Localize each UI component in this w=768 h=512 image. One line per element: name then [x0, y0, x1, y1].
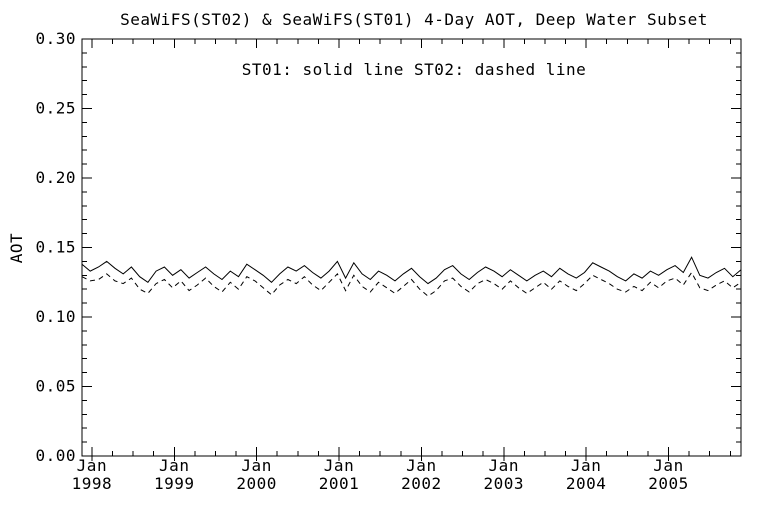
y-tick-label: 0.05 [35, 377, 76, 396]
x-tick-label-month: Jan [241, 456, 271, 475]
x-tick-label-month: Jan [324, 456, 354, 475]
y-tick-label: 0.15 [35, 238, 76, 257]
data-series [81, 256, 742, 297]
plot-frame [81, 38, 742, 457]
x-tick-label-year: 2001 [319, 474, 360, 493]
y-tick-label: 0.30 [35, 29, 76, 48]
x-tick-label-year: 1998 [72, 474, 113, 493]
x-tick-label-month: Jan [406, 456, 436, 475]
y-tick-label: 0.10 [35, 307, 76, 326]
y-tick-label: 0.20 [35, 168, 76, 187]
y-axis-label: AOT [7, 233, 26, 263]
x-tick-label-year: 2004 [566, 474, 607, 493]
series-line-st01 [81, 256, 742, 285]
x-tick-marks-and-labels: Jan1998Jan1999Jan2000Jan2001Jan2002Jan20… [72, 39, 731, 493]
x-tick-label-month: Jan [571, 456, 601, 475]
chart-title: SeaWiFS(ST02) & SeaWiFS(ST01) 4-Day AOT,… [120, 10, 708, 29]
x-tick-label-month: Jan [77, 456, 107, 475]
series-line-st02 [81, 271, 742, 297]
y-tick-label: 0.00 [35, 446, 76, 465]
x-tick-label-year: 2000 [236, 474, 277, 493]
y-tick-marks-and-labels: 0.00 0.05 0.10 0.15 0.20 0.25 0.30 [35, 29, 741, 465]
x-tick-label-year: 2005 [648, 474, 689, 493]
x-tick-label-month: Jan [489, 456, 519, 475]
x-tick-label-month: Jan [159, 456, 189, 475]
axes-frame [81, 38, 742, 457]
y-tick-label: 0.25 [35, 99, 76, 118]
x-tick-label-year: 2002 [401, 474, 442, 493]
x-tick-label-year: 2003 [483, 474, 524, 493]
x-tick-label-month: Jan [653, 456, 683, 475]
x-tick-label-year: 1999 [154, 474, 195, 493]
legend-note: ST01: solid line ST02: dashed line [242, 60, 587, 79]
